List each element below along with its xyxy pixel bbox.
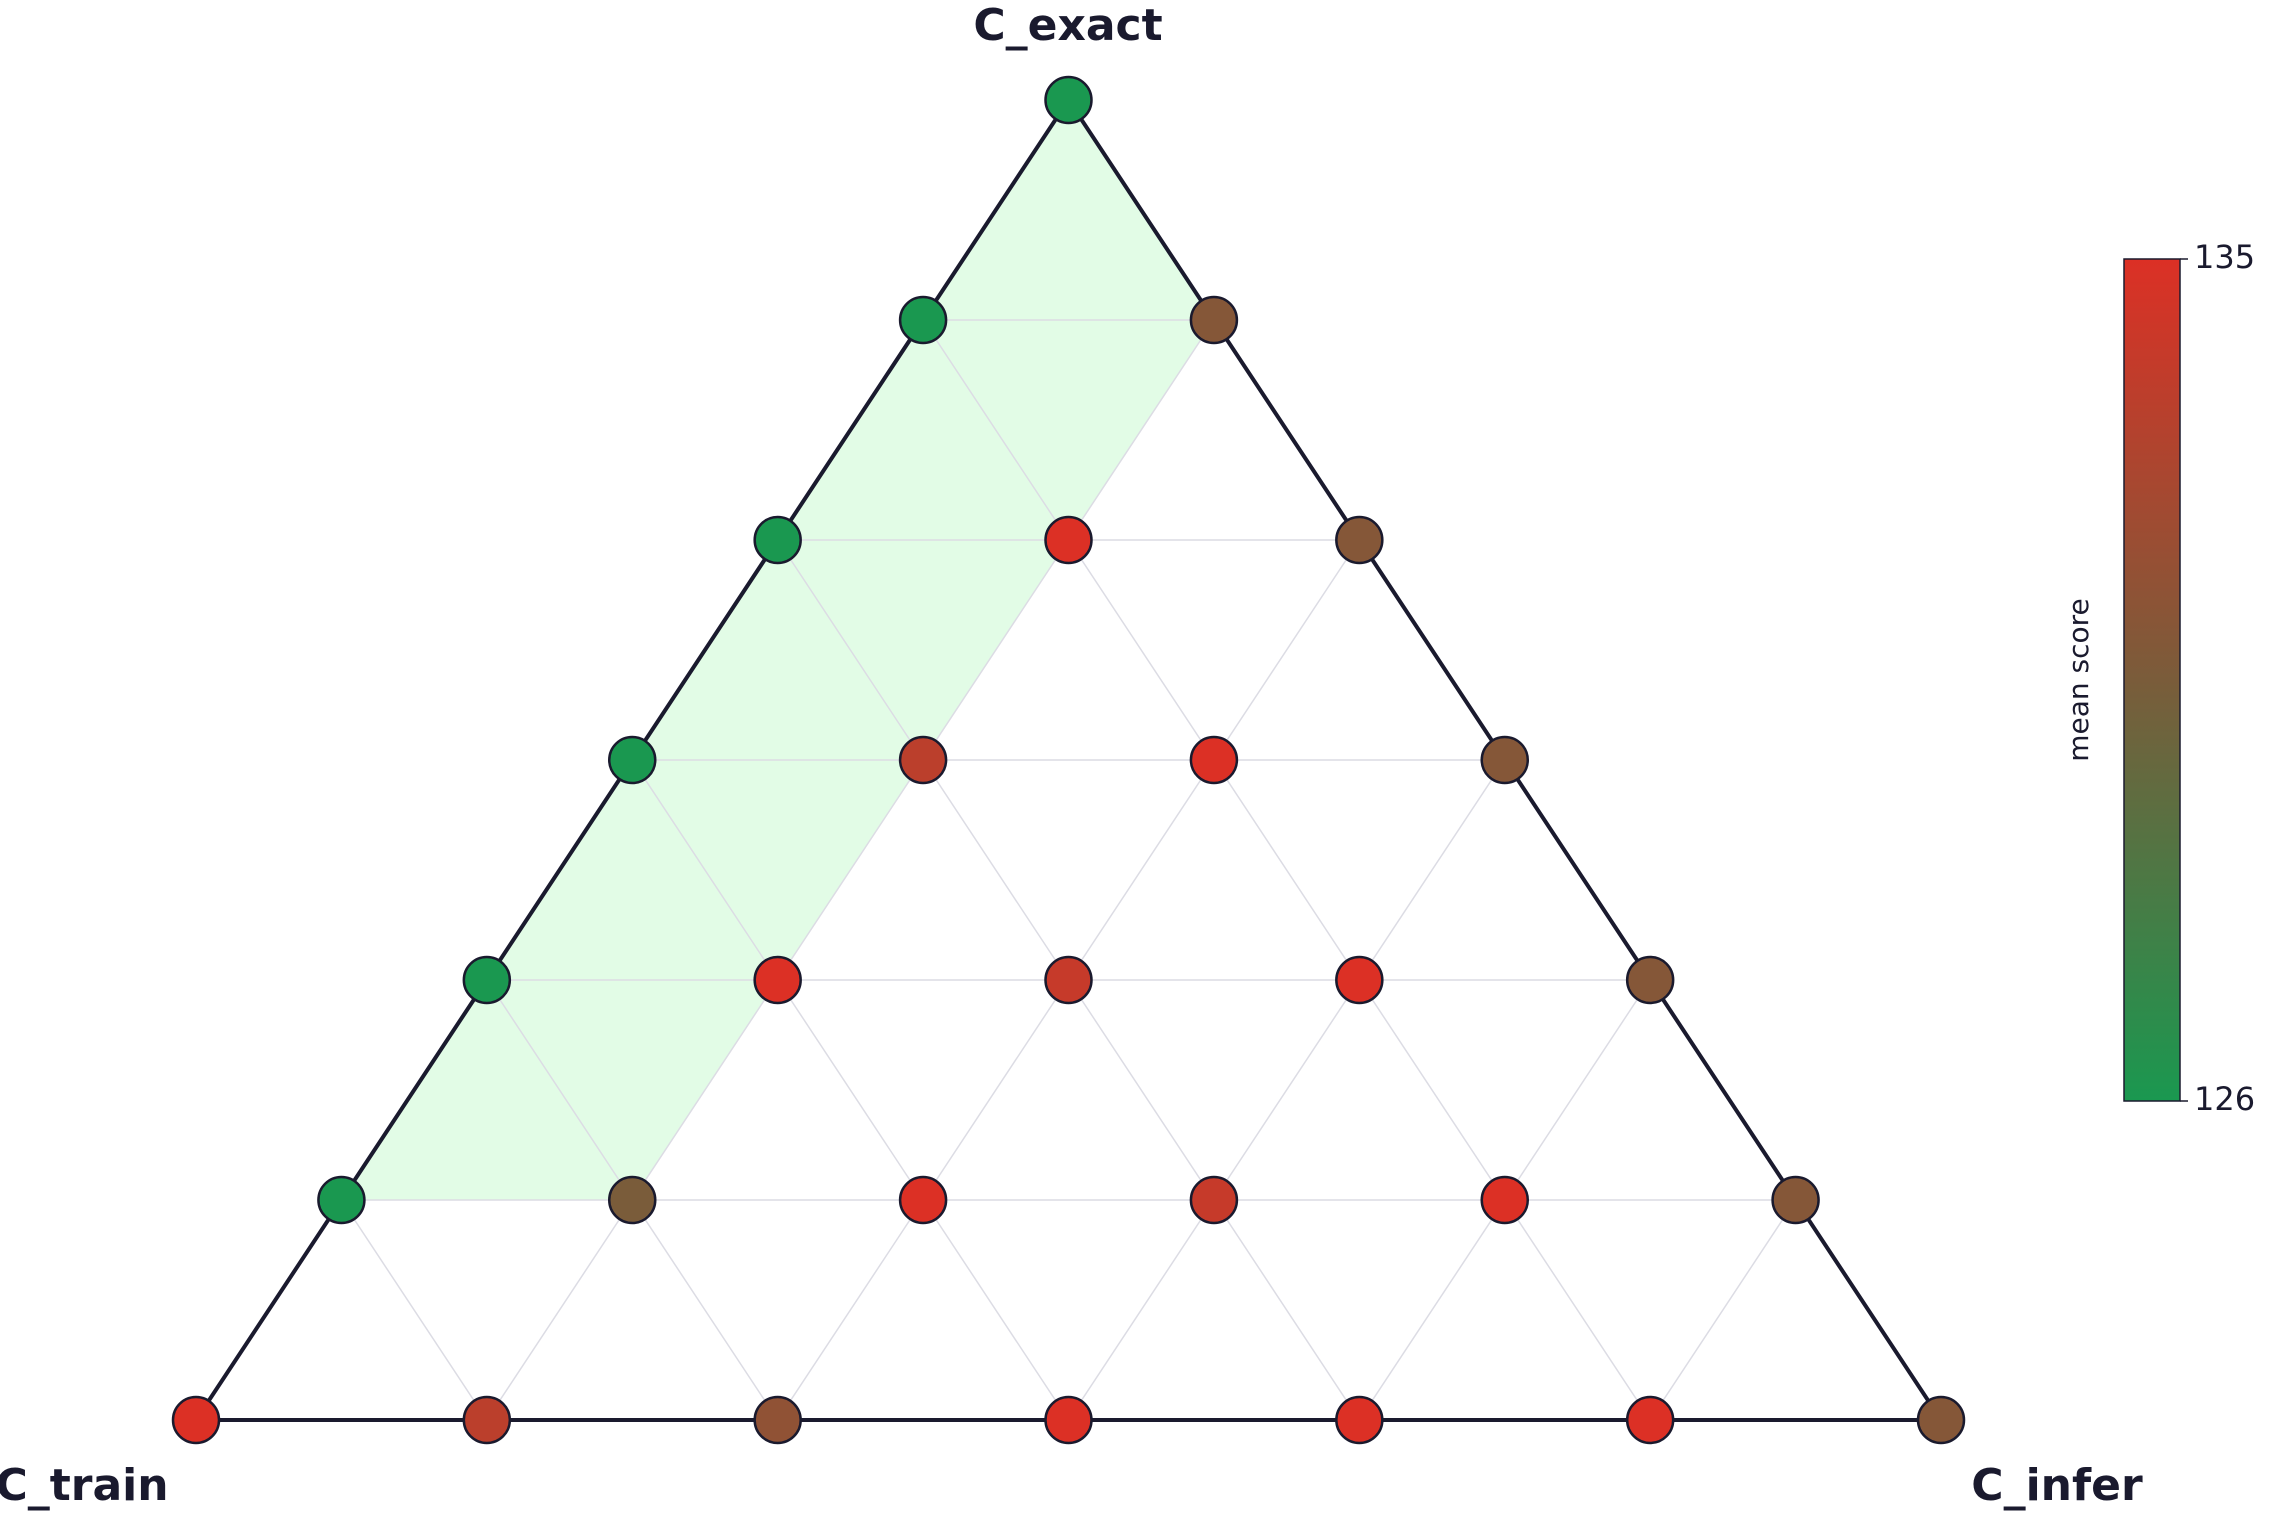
data-point: [898, 1175, 948, 1225]
axis-label-top: C_exact: [973, 0, 1162, 51]
data-point: [1189, 295, 1239, 345]
data-point: [1044, 1395, 1093, 1445]
colorbar: [2123, 258, 2181, 1102]
data-point: [1480, 735, 1529, 785]
data-point: [317, 1175, 366, 1225]
colorbar-tick-label: 126: [2194, 1080, 2255, 1118]
colorbar-tick-label: 135: [2194, 238, 2255, 276]
data-point: [1335, 955, 1384, 1005]
data-point: [171, 1395, 221, 1445]
data-point: [1335, 515, 1384, 565]
data-point: [1625, 955, 1675, 1005]
grid-line: [1649, 1199, 1797, 1421]
grid-line: [1067, 759, 1506, 1421]
data-point: [1771, 1175, 1820, 1225]
highlight-region: [341, 100, 1214, 1200]
grid-line: [340, 1199, 488, 1421]
data-point: [1044, 515, 1093, 565]
data-point: [608, 1175, 657, 1225]
data-point: [1189, 1175, 1239, 1225]
axis-label-right: C_infer: [1971, 1460, 2143, 1511]
data-point: [1044, 75, 1093, 125]
data-point: [608, 735, 657, 785]
data-point: [898, 735, 948, 785]
data-point: [1044, 955, 1093, 1005]
data-point: [753, 955, 802, 1005]
data-point: [1189, 735, 1239, 785]
grid-line: [922, 319, 1651, 1421]
data-point: [753, 515, 802, 565]
data-point: [1625, 1395, 1675, 1445]
data-point: [462, 955, 512, 1005]
grid-line: [486, 319, 1215, 1421]
data-point: [1480, 1175, 1529, 1225]
grid-line: [631, 759, 1070, 1421]
data-point: [1916, 1395, 1966, 1445]
colorbar-label: mean score: [2062, 598, 2095, 762]
axis-label-left: C_train: [0, 1460, 169, 1511]
data-point: [898, 295, 948, 345]
data-point: [753, 1395, 802, 1445]
data-point: [462, 1395, 512, 1445]
data-point: [1335, 1395, 1384, 1445]
